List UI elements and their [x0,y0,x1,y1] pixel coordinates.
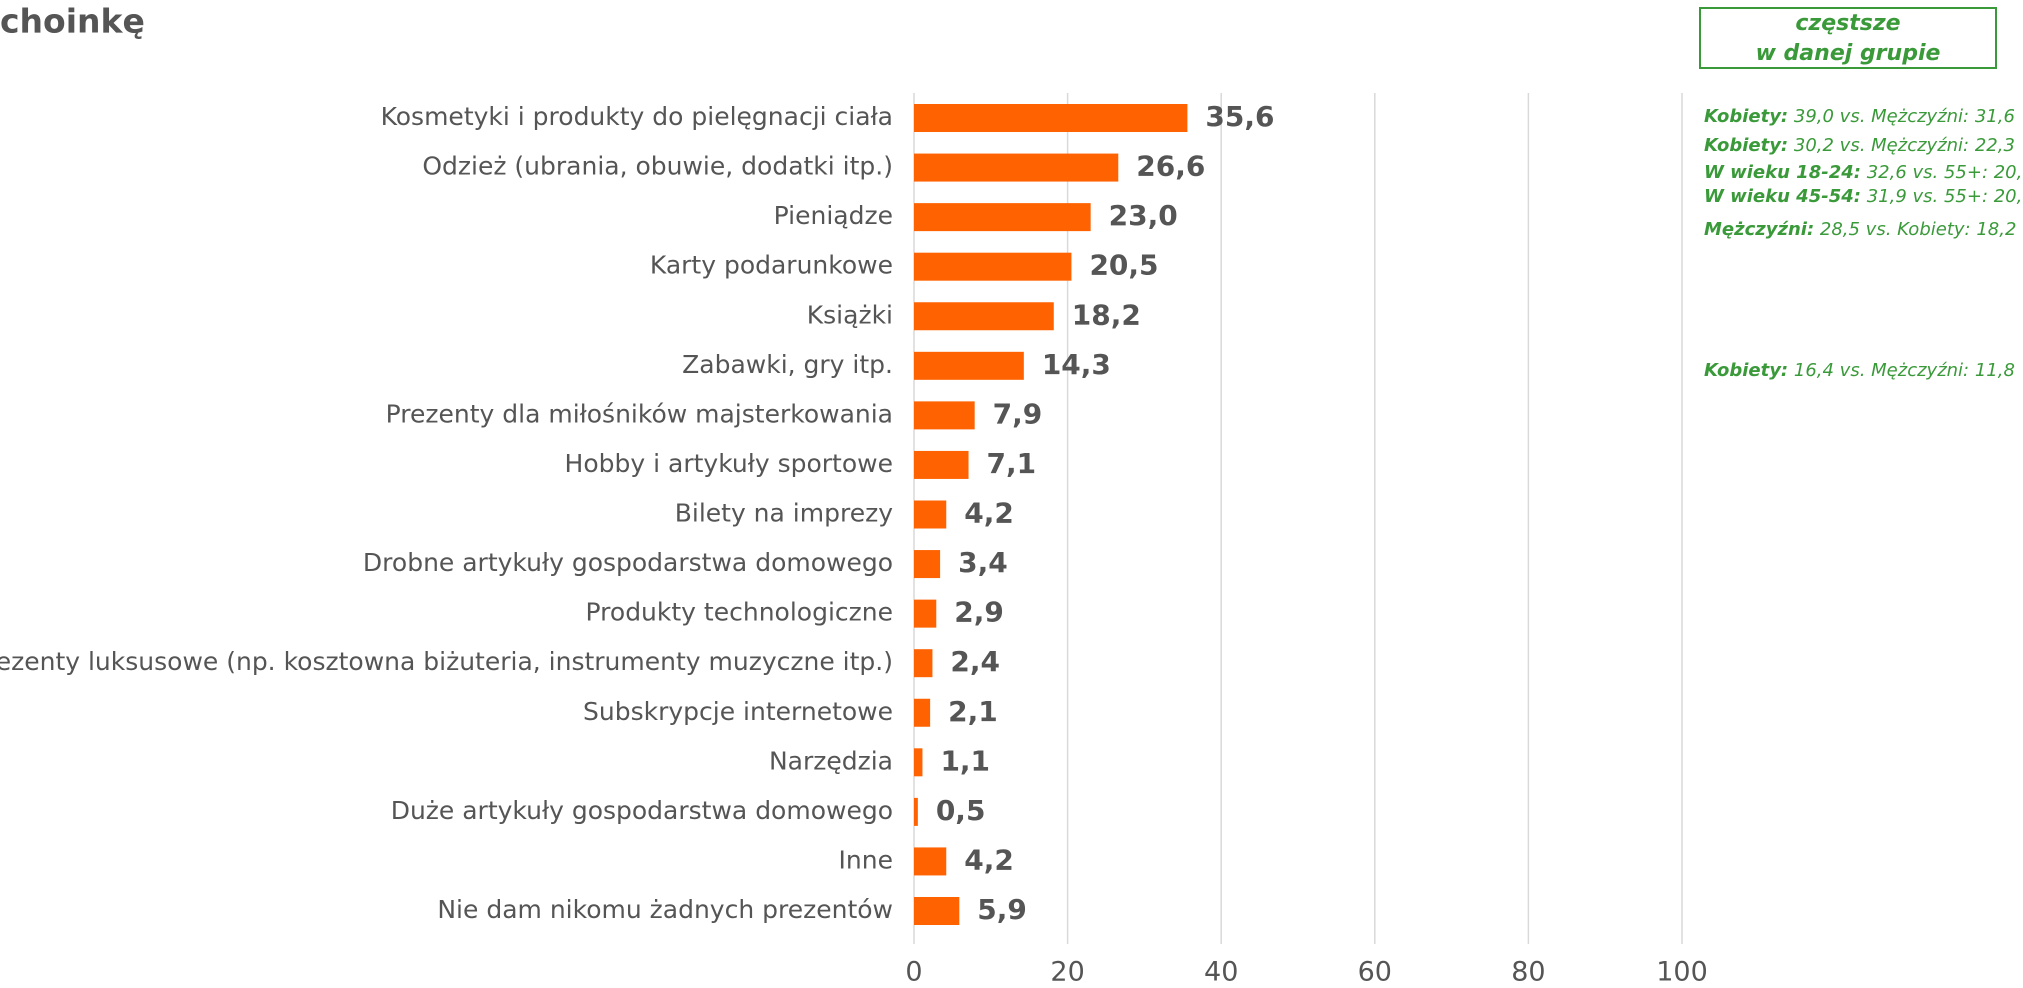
annotation-text: 30,2 vs. Mężczyźni: 22,3 [1794,135,2015,156]
x-tick-label: 100 [1656,957,1708,985]
annotation-text: 28,5 vs. Kobiety: 18,2 [1820,219,2017,240]
legend-text: częstsze [1795,11,1900,36]
value-label: 7,9 [993,397,1043,430]
value-label: 2,4 [950,645,1000,678]
x-tick-label: 20 [1050,957,1084,985]
bar [914,302,1054,331]
value-label: 20,5 [1089,249,1158,282]
value-label: 14,3 [1042,348,1111,381]
annotation-text: 31,9 vs. 55+: 20,0 [1867,186,2023,207]
value-label: 18,2 [1072,298,1141,331]
bar [914,203,1091,232]
annotation: Kobiety: 30,2 vs. Mężczyźni: 22,3 [1704,135,2015,156]
value-label: 1,1 [940,744,990,777]
bar [914,698,931,727]
category-label: Nie dam nikomu żadnych prezentów [437,895,893,924]
bar [914,401,975,430]
category-label: Hobby i artykuły sportowe [565,449,893,478]
x-tick-label: 60 [1358,957,1392,985]
x-tick-label: 40 [1204,957,1238,985]
annotation-label: Kobiety: [1704,106,1788,127]
category-label: Kosmetyki i produkty do pielęgnacji ciał… [381,102,893,131]
annotation: Mężczyźni: 28,5 vs. Kobiety: 18,2 [1704,219,2016,240]
bar [914,252,1072,281]
annotation: Kobiety: 16,4 vs. Mężczyźni: 11,8 [1704,360,2015,381]
bar [914,797,918,826]
category-label: Drobne artykuły gospodarstwa domowego [363,548,893,577]
category-label: Duże artykuły gospodarstwa domowego [391,796,893,825]
x-tick-label: 0 [905,957,922,985]
value-label: 23,0 [1109,199,1178,232]
category-label: Pieniądze [774,201,893,230]
annotation-text: 32,6 vs. 55+: 20,0 [1867,162,2023,183]
category-label: Narzędzia [769,746,893,775]
bar [914,550,941,579]
category-label: Prezenty dla miłośników majsterkowania [386,399,893,428]
value-label: 4,2 [964,497,1014,530]
annotation-label: W wieku 45-54: [1704,186,1861,207]
bar [914,748,923,777]
category-label: Odzież (ubrania, obuwie, dodatki itp.) [422,152,893,181]
bar [914,500,947,529]
annotation: W wieku 18-24: 32,6 vs. 55+: 20,0 [1704,162,2023,183]
category-label: Inne [839,845,893,874]
bar [914,104,1188,132]
annotation-label: W wieku 18-24: [1704,162,1861,183]
annotation-label: Mężczyźni: [1704,219,1814,240]
bar [914,847,947,876]
category-label: Produkty technologiczne [586,598,893,627]
value-label: 5,9 [977,893,1027,926]
bar [914,351,1024,380]
legend-box [1699,7,1997,69]
bar [914,153,1119,182]
legend-text: w danej grupie [1756,41,1941,66]
annotation-text: 39,0 vs. Mężczyźni: 31,6 [1794,106,2015,127]
category-label: Książki [807,300,893,329]
category-label: Zabawki, gry itp. [682,350,893,379]
category-label: Subskrypcje internetowe [583,697,893,726]
bar [914,450,969,479]
value-label: 35,6 [1205,100,1274,133]
bar [914,599,937,628]
value-label: 3,4 [958,546,1008,579]
value-label: 0,5 [936,794,986,827]
chart-title: choinkę [0,2,145,41]
annotation-label: Kobiety: [1704,360,1788,381]
value-label: 2,1 [948,695,998,728]
category-label: Bilety na imprezy [675,499,893,528]
annotation: Kobiety: 39,0 vs. Mężczyźni: 31,6 [1704,106,2015,127]
bar [914,897,960,925]
category-label: Karty podarunkowe [650,251,893,280]
annotation-text: 16,4 vs. Mężczyźni: 11,8 [1794,360,2015,381]
value-label: 4,2 [964,843,1014,876]
x-tick-label: 80 [1511,957,1545,985]
bar [914,649,933,678]
category-label: Prezenty luksusowe (np. kosztowna biżute… [0,647,893,676]
annotation: W wieku 45-54: 31,9 vs. 55+: 20,0 [1704,186,2023,207]
value-label: 26,6 [1136,150,1205,183]
value-label: 7,1 [987,447,1037,480]
annotation-label: Kobiety: [1704,135,1788,156]
value-label: 2,9 [954,596,1004,629]
